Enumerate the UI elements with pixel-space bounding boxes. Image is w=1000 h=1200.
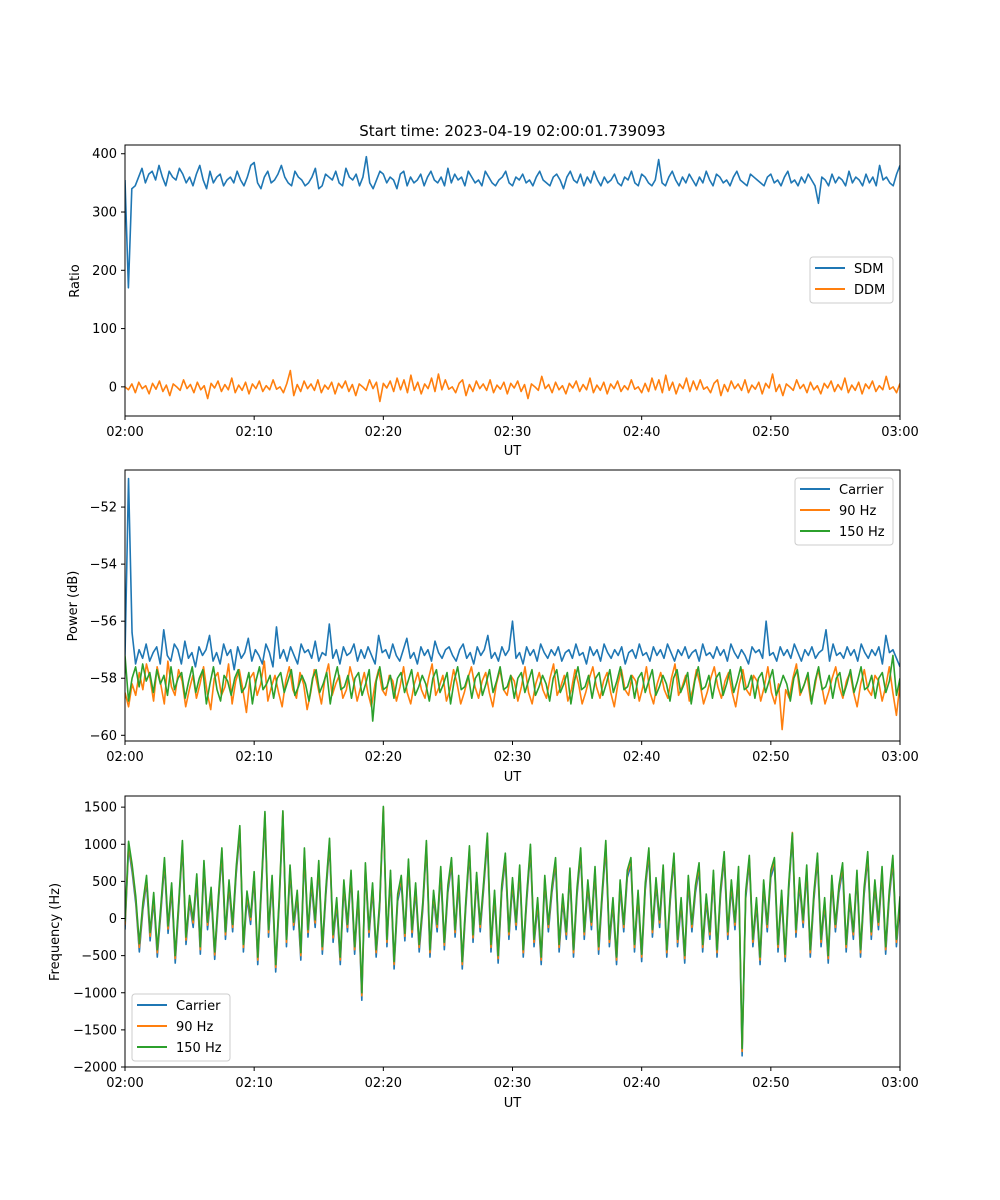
- y-tick-label: 500: [92, 875, 117, 890]
- y-tick-label: 0: [109, 912, 117, 927]
- panel-ratio-legend: SDM DDM: [809, 256, 894, 304]
- panel-ratio: 02:00 02:10 02:20 02:30 02:40 02:50 03:00 0 100…: [68, 144, 919, 459]
- panel-power-legend: Carrier 90 Hz 150 Hz: [794, 477, 894, 546]
- y-tick-label: 0: [109, 380, 117, 395]
- x-tick-label: 02:00: [106, 425, 143, 440]
- series-line-90-hz: [125, 660, 900, 731]
- x-tick-label: 02:40: [623, 1076, 660, 1091]
- x-tick-label: 02:00: [106, 750, 143, 765]
- panel-frequency-xlabel: UT: [504, 1096, 522, 1111]
- panel-ratio-lines: [125, 155, 900, 403]
- y-tick-label: −52: [90, 501, 117, 516]
- x-tick-label: 02:40: [623, 750, 660, 765]
- legend-frame: [131, 993, 231, 1062]
- panel-frequency-ylabel: Frequency (Hz): [48, 883, 63, 981]
- panel-frequency-legend: Carrier 90 Hz 150 Hz: [131, 993, 231, 1062]
- panel-power-lines: [125, 477, 900, 731]
- legend-label-carrier: Carrier: [839, 483, 884, 498]
- series-line-sdm: [125, 155, 900, 289]
- y-tick-label: 400: [92, 147, 117, 162]
- series-line-150-hz: [125, 805, 900, 1050]
- panel-power: 02:00 02:10 02:20 02:30 02:40 02:50 03:00 −60−…: [66, 469, 919, 785]
- x-tick-label: 02:50: [752, 1076, 789, 1091]
- x-tick-label: 02:20: [365, 425, 402, 440]
- series-line-ddm: [125, 369, 900, 403]
- panel-ratio-xlabel: UT: [504, 444, 522, 459]
- series-line-carrier: [125, 477, 900, 671]
- x-tick-label: 02:20: [365, 750, 402, 765]
- figure-title: Start time: 2023-04-19 02:00:01.739093: [359, 122, 665, 140]
- y-tick-label: 300: [92, 206, 117, 221]
- y-tick-label: −60: [90, 729, 117, 744]
- panel-frequency-lines: [125, 805, 900, 1057]
- panel-frequency-yticks: −2000 −1500 −1000 −500 0 500 1000 1500: [73, 801, 125, 1076]
- y-tick-label: 200: [92, 264, 117, 279]
- legend-label-sdm: SDM: [854, 262, 883, 277]
- legend-frame: [794, 477, 894, 546]
- legend-label-ddm: DDM: [854, 283, 885, 298]
- y-tick-label: −1500: [73, 1023, 117, 1038]
- panel-power-xticks: 02:00 02:10 02:20 02:30 02:40 02:50 03:00: [106, 741, 919, 765]
- panel-frequency-xticks: 02:00 02:10 02:20 02:30 02:40 02:50 03:00: [106, 1067, 919, 1091]
- legend-label-90hz: 90 Hz: [176, 1020, 213, 1035]
- x-tick-label: 03:00: [881, 425, 918, 440]
- y-tick-label: −1000: [73, 986, 117, 1001]
- y-tick-label: −2000: [73, 1061, 117, 1076]
- x-tick-label: 02:30: [494, 750, 531, 765]
- legend-label-carrier: Carrier: [176, 999, 221, 1014]
- y-tick-label: −56: [90, 615, 117, 630]
- x-tick-label: 03:00: [881, 750, 918, 765]
- panel-ratio-yticks: 0 100 200 300 400: [92, 147, 125, 395]
- x-tick-label: 02:10: [235, 425, 272, 440]
- panel-ratio-ylabel: Ratio: [68, 264, 83, 297]
- y-tick-label: −54: [90, 558, 117, 573]
- x-tick-label: 02:10: [235, 750, 272, 765]
- panel-power-yticks: −60 −58 −56 −54 −52: [90, 501, 125, 744]
- panel-frequency: 02:00 02:10 02:20 02:30 02:40 02:50 03:00 −200…: [48, 795, 919, 1111]
- x-tick-label: 02:10: [235, 1076, 272, 1091]
- panel-power-ylabel: Power (dB): [66, 571, 81, 642]
- x-tick-label: 03:00: [881, 1076, 918, 1091]
- x-tick-label: 02:30: [494, 1076, 531, 1091]
- x-tick-label: 02:00: [106, 1076, 143, 1091]
- panel-power-xlabel: UT: [504, 770, 522, 785]
- x-tick-label: 02:50: [752, 750, 789, 765]
- y-tick-label: 1500: [84, 801, 117, 816]
- x-tick-label: 02:20: [365, 1076, 402, 1091]
- series-line-150-hz: [125, 654, 900, 722]
- x-tick-label: 02:30: [494, 425, 531, 440]
- legend-label-150hz: 150 Hz: [839, 525, 885, 540]
- y-tick-label: 1000: [84, 838, 117, 853]
- panel-ratio-xticks: 02:00 02:10 02:20 02:30 02:40 02:50 03:00: [106, 416, 919, 440]
- y-tick-label: 100: [92, 322, 117, 337]
- legend-label-90hz: 90 Hz: [839, 504, 876, 519]
- y-tick-label: −500: [81, 949, 117, 964]
- x-tick-label: 02:50: [752, 425, 789, 440]
- legend-label-150hz: 150 Hz: [176, 1041, 222, 1056]
- x-tick-label: 02:40: [623, 425, 660, 440]
- y-tick-label: −58: [90, 672, 117, 687]
